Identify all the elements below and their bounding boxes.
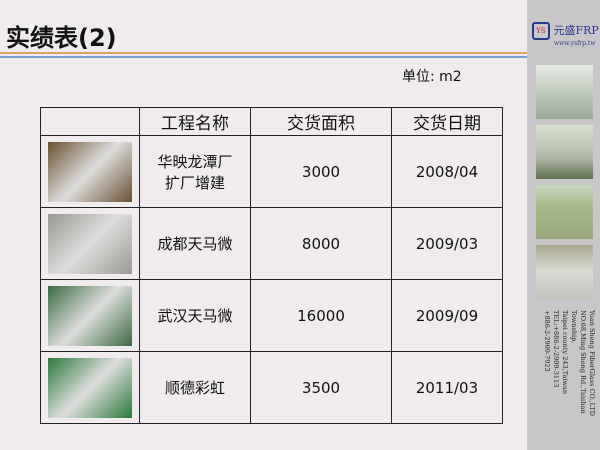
project-photo bbox=[48, 357, 132, 418]
table-header: 工程名称 交货面积 交货日期 bbox=[40, 107, 503, 136]
project-name: 顺德彩虹 bbox=[139, 351, 251, 424]
project-name: 武汉天马微 bbox=[139, 279, 251, 352]
header-date: 交货日期 bbox=[391, 107, 503, 136]
photo-cell bbox=[40, 135, 140, 208]
sidebar-photo-1 bbox=[536, 65, 593, 119]
logo-badge-icon: YS bbox=[532, 22, 550, 40]
sidebar-photo-4 bbox=[536, 245, 593, 299]
delivery-date: 2009/03 bbox=[391, 207, 503, 280]
table-row: 顺德彩虹 3500 2011/03 bbox=[40, 351, 503, 424]
project-name: 成都天马微 bbox=[139, 207, 251, 280]
logo-text: 元盛FRP bbox=[553, 24, 599, 37]
delivery-date: 2011/03 bbox=[391, 351, 503, 424]
table-row: 成都天马微 8000 2009/03 bbox=[40, 207, 503, 280]
delivery-area: 3500 bbox=[250, 351, 392, 424]
performance-table: 工程名称 交货面积 交货日期 华映龙潭厂 扩厂增建 3000 2008/04 成… bbox=[40, 107, 503, 424]
company-address: Yuan Sheng FiberGlass CO.,LTD NO.68,Ming… bbox=[536, 310, 596, 445]
address-line: NO.68,Ming Sheng Rd.,Taishan Township, bbox=[570, 310, 587, 414]
sidebar-photo-3 bbox=[536, 185, 593, 239]
project-photo bbox=[48, 141, 132, 202]
delivery-area: 16000 bbox=[250, 279, 392, 352]
header-name: 工程名称 bbox=[139, 107, 251, 136]
divider-orange bbox=[0, 52, 527, 54]
address-line: +886-2-2909-7923 bbox=[543, 310, 551, 372]
delivery-area: 8000 bbox=[250, 207, 392, 280]
project-photo bbox=[48, 213, 132, 274]
company-logo: YS 元盛FRP www.ysfrp.tw bbox=[532, 22, 599, 47]
photo-cell bbox=[40, 207, 140, 280]
logo-url: www.ysfrp.tw bbox=[554, 40, 596, 47]
header-photo bbox=[40, 107, 140, 136]
delivery-date: 2009/09 bbox=[391, 279, 503, 352]
delivery-area: 3000 bbox=[250, 135, 392, 208]
address-line: TEL:+886-2-2909-3113 bbox=[552, 310, 560, 388]
address-line: Taipei county 243,Taiwan bbox=[561, 310, 569, 395]
unit-label: 单位: m2 bbox=[402, 69, 462, 85]
delivery-date: 2008/04 bbox=[391, 135, 503, 208]
photo-cell bbox=[40, 351, 140, 424]
header-area: 交货面积 bbox=[250, 107, 392, 136]
project-name: 华映龙潭厂 扩厂增建 bbox=[139, 135, 251, 208]
divider-blue bbox=[0, 56, 527, 58]
slide-title: 实绩表(2) bbox=[6, 24, 117, 52]
address-line: Yuan Sheng FiberGlass CO.,LTD bbox=[588, 310, 596, 416]
sidebar-photo-2 bbox=[536, 125, 593, 179]
table-row: 华映龙潭厂 扩厂增建 3000 2008/04 bbox=[40, 135, 503, 208]
photo-cell bbox=[40, 279, 140, 352]
table-row: 武汉天马微 16000 2009/09 bbox=[40, 279, 503, 352]
project-photo bbox=[48, 285, 132, 346]
